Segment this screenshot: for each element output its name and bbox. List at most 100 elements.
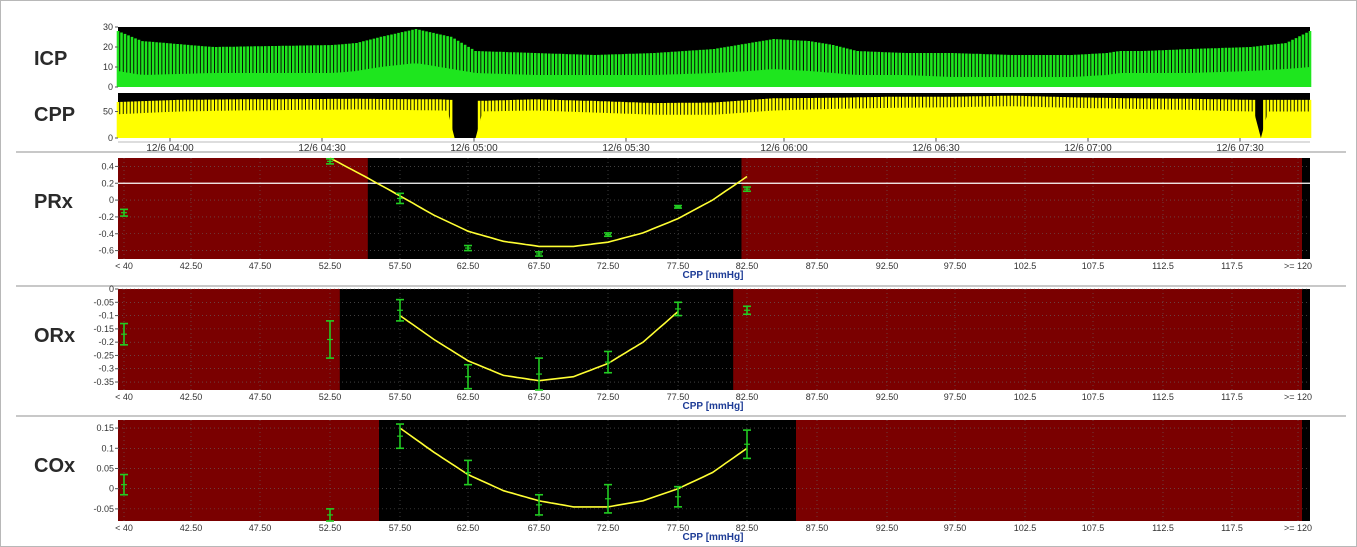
orx-x-tick-label: 117.5 — [1221, 392, 1243, 402]
cox-x-tick-label: 102.5 — [1014, 523, 1037, 533]
prx-x-axis-label: CPP [mmHg] — [683, 270, 744, 281]
cpp-x-tick-label: 12/6 07:30 — [1216, 143, 1264, 154]
orx-y-tick-label: -0.3 — [98, 364, 114, 374]
orx-data-point — [396, 298, 404, 322]
orx-label: ORx — [34, 325, 76, 347]
cox-x-tick-label: 42.50 — [180, 523, 203, 533]
orx-y-tick-label: 0 — [109, 284, 114, 294]
cox-x-tick-label: 117.5 — [1221, 523, 1243, 533]
icp-y-tick-label: 30 — [103, 22, 113, 32]
prx-y-tick-label: -0.4 — [98, 229, 114, 239]
icp-y-tick-label: 0 — [108, 82, 113, 92]
prx-impaired-region-left — [118, 158, 368, 259]
prx-x-tick-label: 87.50 — [806, 261, 829, 271]
cox-x-tick-label: 62.50 — [457, 523, 480, 533]
prx-data-point — [120, 208, 128, 217]
cox-x-tick-label: 82.50 — [736, 523, 759, 533]
orx-x-tick-label: < 40 — [115, 392, 133, 402]
prx-x-tick-label: 112.5 — [1152, 261, 1174, 271]
orx-x-tick-label: 87.50 — [806, 392, 829, 402]
prx-data-point — [604, 232, 612, 238]
cox-x-tick-label: 77.50 — [667, 523, 690, 533]
icp-y-tick-label: 20 — [103, 42, 113, 52]
prx-x-tick-label: 67.50 — [528, 261, 551, 271]
cox-x-tick-label: 47.50 — [249, 523, 272, 533]
prx-x-tick-label: 57.50 — [389, 261, 412, 271]
cox-impaired-region-right — [796, 420, 1302, 521]
orx-y-tick-label: -0.2 — [98, 337, 114, 347]
orx-x-tick-label: 67.50 — [528, 392, 551, 402]
orx-y-tick-label: -0.25 — [93, 350, 114, 360]
cox-data-point — [535, 493, 543, 516]
cox-x-tick-label: < 40 — [115, 523, 133, 533]
orx-x-tick-label: 47.50 — [249, 392, 272, 402]
orx-data-point — [120, 322, 128, 346]
orx-y-tick-label: -0.15 — [93, 324, 114, 334]
orx-x-tick-label: 57.50 — [389, 392, 412, 402]
cox-data-point — [326, 508, 334, 522]
cox-label: COx — [34, 455, 76, 477]
orx-x-tick-label: 97.50 — [944, 392, 967, 402]
cox-x-tick-label: 52.50 — [319, 523, 342, 533]
prx-data-point — [326, 158, 334, 165]
cox-fit-curve — [399, 427, 748, 508]
orx-x-tick-label: 77.50 — [667, 392, 690, 402]
separator — [16, 285, 1346, 287]
cox-x-tick-label: 87.50 — [806, 523, 829, 533]
cox-x-tick-label: 92.50 — [876, 523, 899, 533]
prx-x-tick-label: 47.50 — [249, 261, 272, 271]
cpp-y-tick-label: 50 — [103, 107, 113, 117]
prx-y-tick-label: 0.2 — [101, 178, 114, 188]
prx-data-point — [674, 204, 682, 209]
cox-x-axis-label: CPP [mmHg] — [683, 532, 744, 543]
cox-y-tick-label: -0.05 — [93, 504, 114, 514]
orx-x-tick-label: 82.50 — [736, 392, 759, 402]
orx-data-point — [604, 350, 612, 374]
prx-x-tick-label: 77.50 — [667, 261, 690, 271]
cox-x-tick-label: >= 120 — [1284, 523, 1312, 533]
orx-data-point — [674, 301, 682, 317]
prx-x-tick-label: 92.50 — [876, 261, 899, 271]
prx-x-tick-label: < 40 — [115, 261, 133, 271]
orx-x-tick-label: 72.50 — [597, 392, 620, 402]
icp-signal — [116, 29, 1312, 87]
cox-x-tick-label: 97.50 — [944, 523, 967, 533]
orx-x-tick-label: 102.5 — [1014, 392, 1037, 402]
orx-data-point — [743, 305, 751, 316]
cpp-label: CPP — [34, 104, 76, 126]
cpp-x-tick-label: 12/6 07:00 — [1064, 143, 1112, 154]
prx-label: PRx — [34, 191, 73, 213]
cox-x-tick-label: 57.50 — [389, 523, 412, 533]
cpp-y-tick-label: 0 — [108, 133, 113, 143]
prx-data-point — [535, 251, 543, 257]
orx-x-tick-label: 62.50 — [457, 392, 480, 402]
prx-x-tick-label: 42.50 — [180, 261, 203, 271]
orx-x-tick-label: 107.5 — [1082, 392, 1105, 402]
cox-data-point — [674, 485, 682, 508]
separator — [16, 415, 1346, 417]
orx-x-tick-label: 52.50 — [319, 392, 342, 402]
orx-x-tick-label: 92.50 — [876, 392, 899, 402]
orx-data-point — [326, 320, 334, 359]
prx-y-tick-label: -0.2 — [98, 212, 114, 222]
prx-x-tick-label: 102.5 — [1014, 261, 1037, 271]
orx-impaired-region-right — [733, 289, 1302, 390]
cox-y-tick-label: 0.05 — [96, 463, 114, 473]
cox-x-tick-label: 67.50 — [528, 523, 551, 533]
cox-data-point — [464, 459, 472, 486]
cox-impaired-region-left — [118, 420, 379, 521]
cox-x-tick-label: 107.5 — [1082, 523, 1105, 533]
prx-x-tick-label: 107.5 — [1082, 261, 1105, 271]
cox-y-tick-label: 0.1 — [101, 443, 114, 453]
cox-data-point — [396, 423, 404, 450]
prx-x-tick-label: 117.5 — [1221, 261, 1243, 271]
prx-y-tick-label: 0 — [109, 195, 114, 205]
cox-x-tick-label: 112.5 — [1152, 523, 1174, 533]
prx-y-tick-label: -0.6 — [98, 246, 114, 256]
cpp-x-tick-label: 12/6 06:00 — [760, 143, 808, 154]
prx-data-point — [743, 186, 751, 193]
orx-y-tick-label: -0.1 — [98, 311, 114, 321]
separator — [16, 151, 1346, 153]
orx-x-tick-label: >= 120 — [1284, 392, 1312, 402]
prx-x-tick-label: 97.50 — [944, 261, 967, 271]
